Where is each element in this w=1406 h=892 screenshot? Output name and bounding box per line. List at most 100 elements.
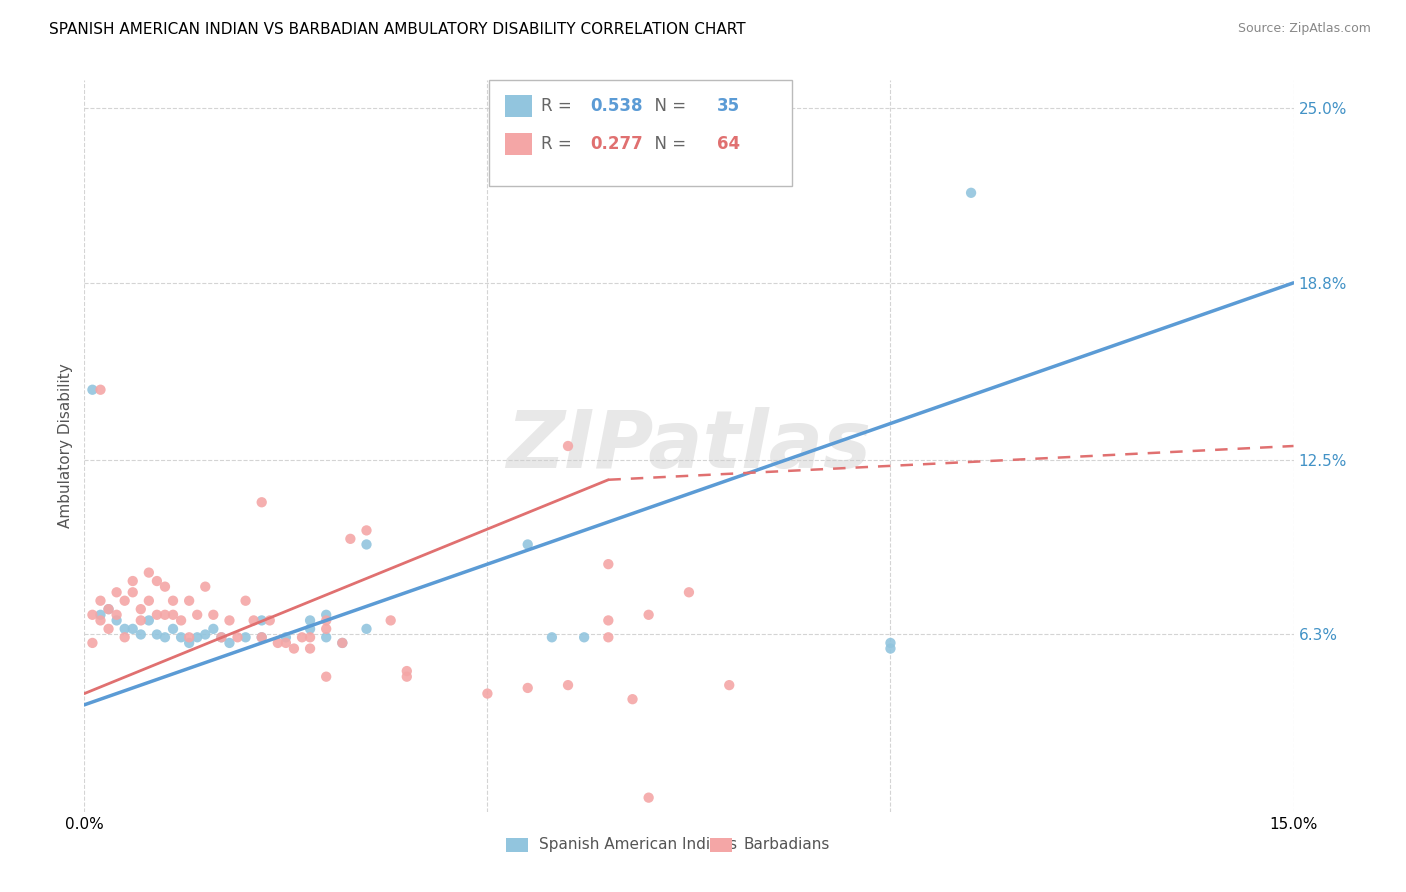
Point [339, 532, 361, 546]
Point [315, 607, 337, 622]
Point [121, 585, 143, 599]
Point [395, 670, 418, 684]
Point [114, 622, 136, 636]
Point [516, 681, 538, 695]
Point [315, 670, 337, 684]
Point [162, 607, 184, 622]
Point [146, 607, 169, 622]
Text: N =: N = [644, 135, 692, 153]
Y-axis label: Ambulatory Disability: Ambulatory Disability [58, 364, 73, 528]
Point [209, 630, 232, 644]
Point [138, 593, 160, 607]
Point [356, 524, 378, 538]
Point [121, 574, 143, 588]
Point [678, 585, 700, 599]
Point [598, 630, 620, 644]
Point [82, 636, 104, 650]
Point [202, 622, 225, 636]
Point [718, 678, 741, 692]
Point [315, 630, 337, 644]
Point [209, 630, 232, 644]
Point [162, 622, 184, 636]
Point [162, 593, 184, 607]
Point [315, 614, 337, 628]
FancyBboxPatch shape [489, 80, 792, 186]
Point [356, 622, 378, 636]
Point [129, 602, 152, 616]
Point [330, 636, 353, 650]
Point [960, 186, 983, 200]
Point [97, 602, 120, 616]
Point [170, 614, 193, 628]
Text: Source: ZipAtlas.com: Source: ZipAtlas.com [1237, 22, 1371, 36]
Point [97, 622, 120, 636]
Point [250, 630, 273, 644]
Point [218, 636, 240, 650]
Point [598, 614, 620, 628]
Point [153, 607, 176, 622]
Point [146, 627, 169, 641]
Text: 64: 64 [717, 135, 740, 153]
Point [105, 607, 128, 622]
Point [105, 585, 128, 599]
Point [380, 614, 402, 628]
Point [138, 566, 160, 580]
Point [186, 630, 208, 644]
Point [541, 630, 564, 644]
Point [274, 630, 297, 644]
Point [477, 687, 499, 701]
Point [516, 537, 538, 551]
Point [598, 557, 620, 571]
Point [114, 630, 136, 644]
Point [879, 641, 901, 656]
Point [89, 593, 111, 607]
Point [202, 607, 225, 622]
Point [299, 622, 322, 636]
Text: 0.538: 0.538 [589, 97, 643, 115]
Point [637, 790, 659, 805]
Text: 35: 35 [717, 97, 740, 115]
Point [82, 383, 104, 397]
Point [283, 641, 305, 656]
Point [356, 537, 378, 551]
Point [89, 614, 111, 628]
Point [146, 574, 169, 588]
Point [105, 614, 128, 628]
Point [186, 607, 208, 622]
Point [242, 614, 264, 628]
Point [153, 580, 176, 594]
Point [395, 664, 418, 678]
FancyBboxPatch shape [505, 133, 531, 155]
Point [121, 622, 143, 636]
Point [89, 383, 111, 397]
Point [557, 678, 579, 692]
Text: R =: R = [541, 135, 578, 153]
Point [299, 641, 322, 656]
Point [235, 630, 257, 644]
Point [97, 602, 120, 616]
Point [250, 614, 273, 628]
Text: N =: N = [644, 97, 692, 115]
Text: SPANISH AMERICAN INDIAN VS BARBADIAN AMBULATORY DISABILITY CORRELATION CHART: SPANISH AMERICAN INDIAN VS BARBADIAN AMB… [49, 22, 745, 37]
Point [250, 495, 273, 509]
Point [153, 630, 176, 644]
Point [879, 636, 901, 650]
Point [129, 627, 152, 641]
Text: R =: R = [541, 97, 578, 115]
Point [89, 607, 111, 622]
Point [170, 630, 193, 644]
Text: Barbadians: Barbadians [744, 838, 830, 852]
Point [194, 627, 217, 641]
Point [129, 614, 152, 628]
Point [299, 614, 322, 628]
Point [291, 630, 314, 644]
Point [235, 593, 257, 607]
Text: 0.277: 0.277 [589, 135, 643, 153]
Point [250, 630, 273, 644]
Point [179, 636, 201, 650]
Point [226, 630, 249, 644]
Point [114, 593, 136, 607]
Point [274, 636, 297, 650]
Point [637, 607, 659, 622]
Point [315, 622, 337, 636]
